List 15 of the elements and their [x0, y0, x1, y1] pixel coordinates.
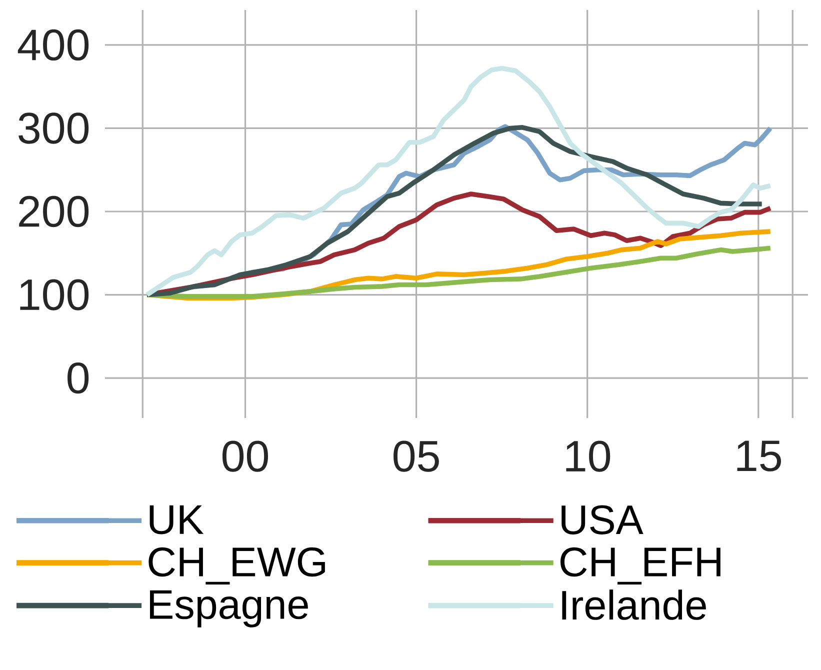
legend-label: Irelande: [562, 590, 706, 620]
y-tick-label: 400: [18, 29, 89, 61]
y-tick-label: 0: [68, 362, 89, 394]
x-tick-label: 10: [566, 440, 610, 472]
legend-label: CH_EFH: [560, 547, 720, 584]
legend-label: UK: [150, 505, 204, 534]
x-tick-label: 05: [394, 440, 439, 472]
legend-label: USA: [562, 505, 644, 534]
y-tick-label: 200: [19, 196, 89, 228]
legend-label: Espagne: [150, 590, 308, 628]
legend-label: CH_EWG: [148, 547, 325, 584]
x-tick-label: 00: [222, 440, 268, 472]
y-tick-label: 300: [18, 112, 89, 144]
y-tick-label: 100: [20, 279, 89, 310]
x-tick-label: 15: [737, 440, 782, 472]
